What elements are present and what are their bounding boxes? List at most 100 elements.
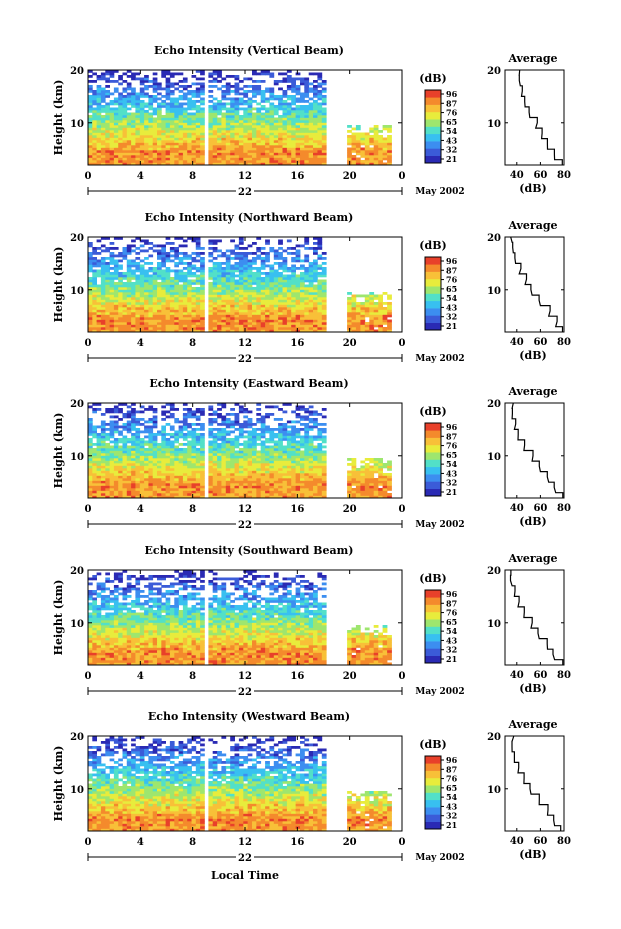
heatmap-cell <box>174 249 179 253</box>
heatmap-cell <box>88 152 93 156</box>
heatmap-cell <box>109 453 115 456</box>
heatmap-cell <box>113 120 119 123</box>
heatmap-cell <box>382 142 388 146</box>
heatmap-cell <box>304 478 310 481</box>
heatmap-cell <box>321 327 327 330</box>
heatmap-cell <box>295 152 301 156</box>
heatmap-cell <box>295 97 301 101</box>
heatmap-cell <box>200 135 205 138</box>
heatmap-cell <box>238 262 244 265</box>
heatmap-cell <box>234 92 240 96</box>
heatmap-cell <box>304 475 310 479</box>
heatmap-cell <box>174 450 179 454</box>
heatmap-cell <box>126 142 132 146</box>
heatmap-cell <box>200 329 205 333</box>
heatmap-cell <box>174 87 179 91</box>
heatmap-cell <box>373 142 379 146</box>
heatmap-cell <box>351 127 357 131</box>
heatmap-cell <box>208 327 214 330</box>
heatmap-cell <box>230 120 235 123</box>
heatmap-cell <box>230 252 235 255</box>
heatmap-cell <box>269 145 275 148</box>
profile-x-tick-label: 80 <box>557 170 571 181</box>
heatmap-cell <box>360 493 366 496</box>
heatmap-cell <box>238 137 244 141</box>
heatmap-cell <box>225 97 231 101</box>
heatmap-cell <box>355 302 361 305</box>
heatmap-cell <box>260 147 266 151</box>
heatmap-cell <box>243 287 249 290</box>
heatmap-cell <box>282 458 288 461</box>
heatmap-cell <box>208 319 214 323</box>
heatmap-cell <box>122 117 128 121</box>
heatmap-cell <box>243 155 249 158</box>
heatmap-cell <box>260 329 266 333</box>
heatmap-cell <box>208 112 214 116</box>
heatmap-cell <box>347 485 352 489</box>
heatmap-cell <box>182 468 188 471</box>
heatmap-cell <box>126 299 132 303</box>
heatmap-cell <box>269 304 275 308</box>
heatmap-cell <box>174 127 179 131</box>
heatmap-cell <box>135 125 141 128</box>
heatmap-cell <box>369 292 375 295</box>
heatmap-cell <box>131 92 136 96</box>
heatmap-cell <box>300 294 305 298</box>
heatmap-cell <box>208 140 214 143</box>
heatmap-cell <box>234 490 240 494</box>
colorbar-swatch <box>425 126 441 135</box>
heatmap-cell <box>148 150 154 153</box>
heatmap-cell <box>278 450 283 454</box>
heatmap-cell <box>238 453 244 456</box>
heatmap-cell <box>178 112 184 116</box>
heatmap-cell <box>135 465 141 469</box>
heatmap-cell <box>382 152 388 156</box>
heatmap-cell <box>92 269 97 273</box>
heatmap-cell <box>304 483 310 486</box>
heatmap-cell <box>304 95 310 98</box>
heatmap-cell <box>118 302 123 305</box>
heatmap-cell <box>278 142 283 146</box>
heatmap-cell <box>148 140 154 143</box>
heatmap-cell <box>225 272 231 275</box>
heatmap-cell <box>131 155 136 158</box>
heatmap-cell <box>247 127 253 131</box>
heatmap-cell <box>225 135 231 138</box>
heatmap-cell <box>256 282 262 285</box>
heatmap-cell <box>382 145 388 148</box>
heatmap-cell <box>221 458 227 461</box>
heatmap-cell <box>378 160 383 163</box>
heatmap-cell <box>313 160 318 163</box>
heatmap-cell <box>191 274 197 278</box>
heatmap-cell <box>304 150 310 153</box>
panel-title: Echo Intensity (Eastward Beam) <box>149 377 348 390</box>
heatmap-cell <box>256 102 262 106</box>
heatmap-cell <box>321 483 327 486</box>
heatmap-cell <box>256 307 262 310</box>
heatmap-cell <box>225 107 231 111</box>
heatmap-cell <box>321 95 327 98</box>
heatmap-cell <box>378 130 383 133</box>
heatmap-cell <box>169 302 175 305</box>
heatmap-cell <box>221 483 227 486</box>
heatmap-cell <box>260 279 266 283</box>
heatmap-cell <box>278 95 283 98</box>
heatmap-cell <box>208 299 214 303</box>
heatmap-cell <box>174 485 179 489</box>
heatmap-cell <box>157 488 162 491</box>
heatmap-cell <box>382 137 388 141</box>
heatmap-cell <box>191 160 197 163</box>
heatmap-cell <box>157 137 162 141</box>
heatmap-cell <box>92 249 97 253</box>
heatmap-cell <box>234 279 240 283</box>
heatmap-cell <box>230 460 235 464</box>
heatmap-cell <box>373 135 379 138</box>
heatmap-cell <box>208 312 214 315</box>
heatmap-cell <box>382 490 388 494</box>
heatmap-cell <box>273 329 279 333</box>
heatmap-cell <box>282 120 288 123</box>
heatmap-cell <box>364 329 370 333</box>
heatmap-cell <box>200 125 205 128</box>
heatmap-cell <box>135 127 141 131</box>
heatmap-cell <box>286 77 292 81</box>
